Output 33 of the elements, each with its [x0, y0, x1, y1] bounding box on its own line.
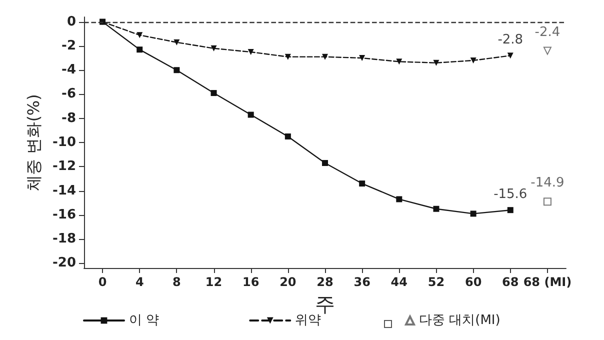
x-tick-label: 68 (MI) [523, 275, 572, 289]
y-tick-label: -20 [52, 256, 76, 271]
x-axis-title: 주 [315, 292, 335, 316]
y-tick-label: -10 [52, 135, 76, 150]
y-tick-label: -12 [52, 159, 76, 174]
legend-label: 이 약 [129, 313, 160, 328]
y-tick-label: -6 [62, 86, 76, 102]
data-label: -2.4 [534, 24, 560, 40]
x-tick-label: 16 [242, 275, 260, 289]
y-tick-label: -16 [52, 207, 76, 222]
y-tick-label: -2 [62, 38, 76, 54]
data-label: -15.6 [494, 187, 528, 202]
x-tick-label: 68 [502, 275, 519, 289]
x-tick-label: 36 [354, 275, 370, 289]
legend-label: 위약 [295, 313, 322, 328]
y-axis-title: 체중 변화(%) [24, 94, 44, 191]
x-tick-label: 4 [135, 275, 144, 289]
y-tick-label: -8 [62, 110, 76, 126]
x-tick-label: 0 [98, 275, 107, 289]
x-tick-label: 8 [172, 275, 181, 289]
x-tick-label: 60 [464, 275, 482, 289]
x-tick-label: 44 [390, 275, 408, 289]
x-tick-label: 52 [428, 275, 445, 289]
y-tick-label: -14 [52, 183, 76, 198]
data-label: -14.9 [530, 176, 564, 191]
data-label: -2.8 [498, 32, 524, 48]
x-tick-label: 20 [280, 275, 296, 289]
y-tick-label: -18 [52, 232, 76, 247]
y-tick-label: 0 [66, 14, 76, 30]
x-tick-label: 12 [205, 275, 222, 289]
x-tick-label: 28 [316, 275, 334, 289]
y-tick-label: -4 [62, 62, 76, 78]
legend-label: 다중 대치(MI) [419, 313, 500, 328]
